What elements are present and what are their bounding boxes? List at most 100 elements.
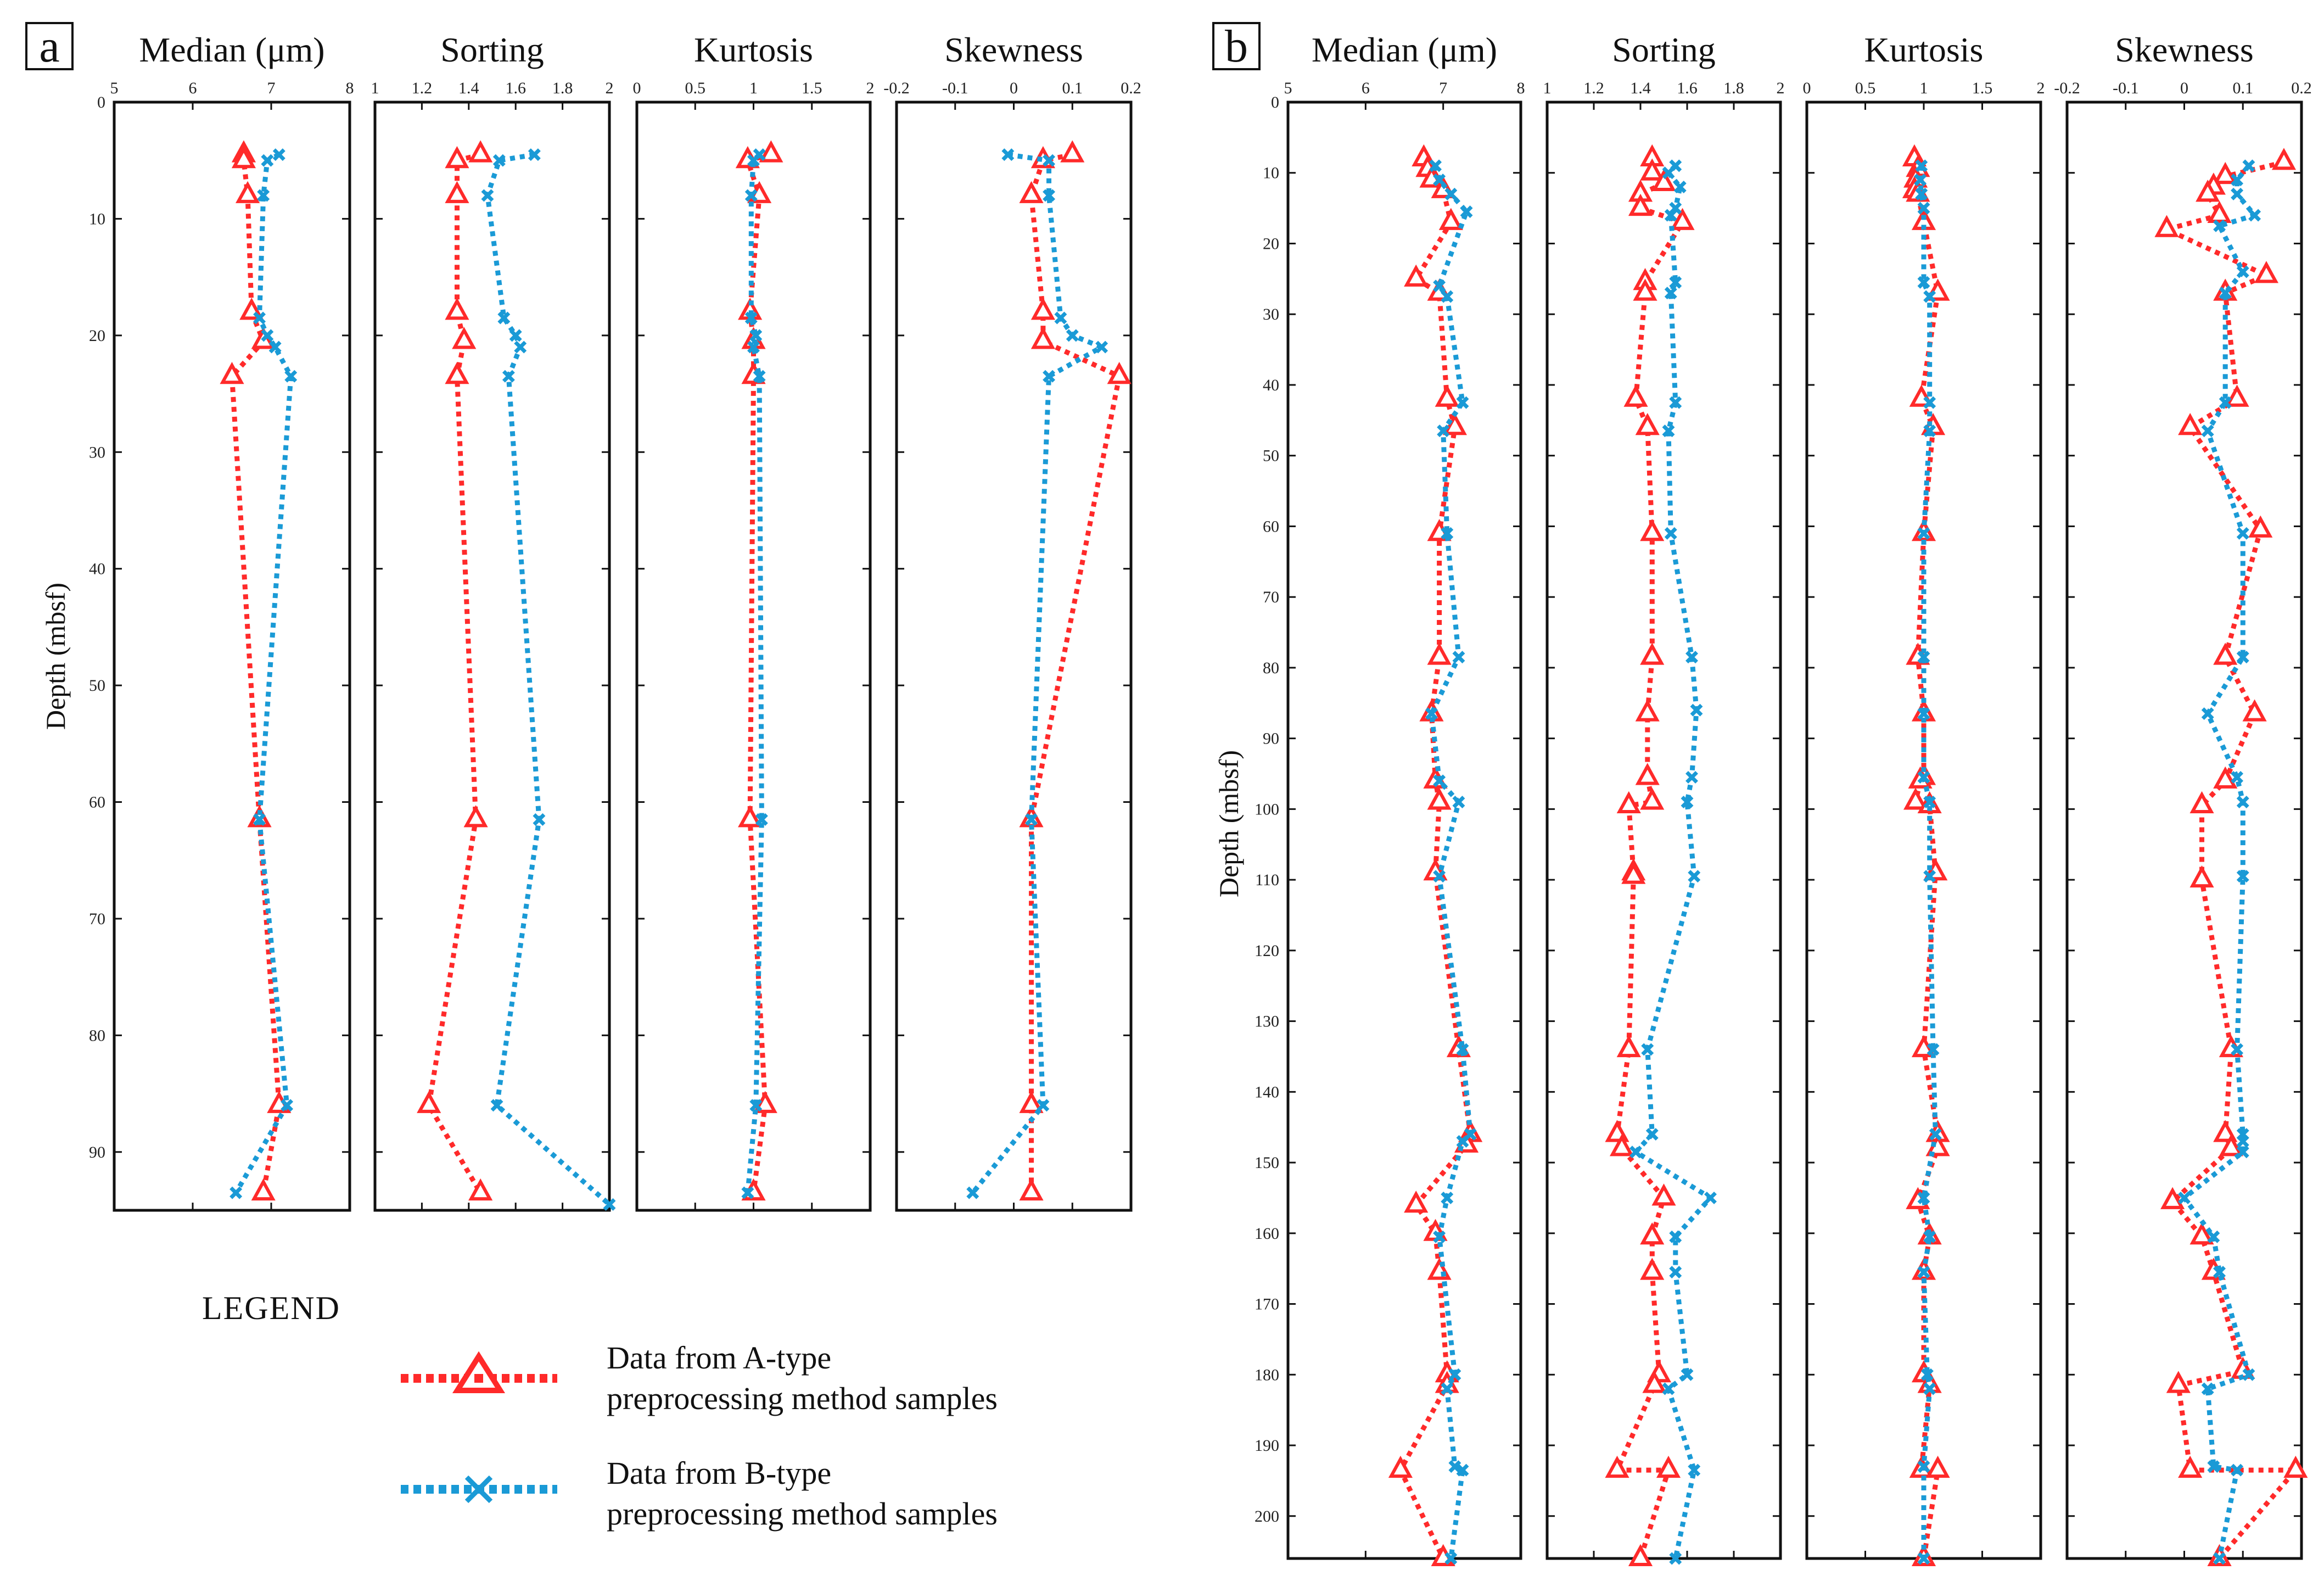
y-tick-label: 50 — [1263, 447, 1279, 465]
b-type-point — [1662, 1382, 1675, 1395]
b-type-point — [2201, 1382, 2214, 1395]
a-type-point — [1642, 1371, 1667, 1393]
series-b-line — [1633, 164, 1713, 1559]
b-type-point — [603, 1198, 616, 1211]
y-tick-label: 130 — [1255, 1013, 1279, 1031]
b-type-point — [1917, 1266, 1930, 1279]
b-type-point — [1923, 290, 1936, 303]
a-type-point — [1404, 1191, 1429, 1213]
y-tick-label: 190 — [1255, 1437, 1279, 1455]
b-type-point — [1915, 159, 1928, 172]
b-type-point — [502, 370, 515, 383]
series-b-type — [966, 148, 1108, 1199]
series-b-line — [485, 152, 611, 1206]
a-type-point — [1605, 1455, 1629, 1478]
legend: LEGEND Data from A-type preprocessing me… — [202, 1290, 998, 1532]
b-type-point — [753, 370, 766, 383]
b-type-point — [1043, 154, 1056, 167]
b-type-point — [509, 329, 522, 342]
series-a-line — [1615, 159, 1685, 1560]
x-tick-label: 1.2 — [1583, 79, 1604, 97]
a-type-point — [1019, 1091, 1044, 1113]
a-type-point — [2283, 1455, 2308, 1478]
b-type-point — [253, 311, 266, 325]
a-type-point — [1635, 699, 1660, 722]
b-type-point — [1437, 424, 1450, 438]
x-tick-label: 2 — [606, 79, 614, 97]
x-tick-label: 0.2 — [2291, 79, 2312, 97]
b-type-point — [1688, 870, 1701, 883]
b-type-point — [1664, 527, 1677, 540]
b-type-point — [261, 329, 274, 342]
b-type-point — [2201, 707, 2214, 720]
a-type-point — [1019, 1178, 1044, 1201]
a-type-point — [2213, 642, 2238, 665]
y-tick-label: 80 — [89, 1026, 105, 1044]
b-type-point — [1433, 1230, 1446, 1243]
a-type-point — [1640, 642, 1665, 665]
b-type-point — [1664, 209, 1677, 222]
a-type-point — [445, 361, 469, 384]
b-type-point — [281, 1099, 294, 1112]
b-type-point — [533, 813, 546, 826]
x-tick-label: 1.8 — [552, 79, 573, 97]
x-tick-label: 2 — [866, 79, 875, 97]
b-type-point — [1914, 174, 1927, 187]
x-tick-label: 1.6 — [505, 79, 526, 97]
a-type-point — [2196, 180, 2220, 202]
b-type-point — [1448, 1368, 1461, 1381]
b-type-point — [1452, 796, 1465, 808]
b-type-point — [2207, 1230, 2220, 1243]
a-type-point — [2213, 766, 2238, 789]
b-type-point — [1441, 1191, 1454, 1204]
b-type-point — [2207, 1460, 2220, 1473]
panel-a-label: a — [39, 21, 59, 72]
a-type-point — [1670, 208, 1695, 230]
b-type-point — [1645, 1128, 1659, 1141]
b-type-point — [497, 311, 511, 325]
x-tick-label: -0.1 — [942, 79, 968, 97]
y-tick-label: 170 — [1255, 1295, 1279, 1314]
a-type-point — [1019, 181, 1044, 203]
a-type-point — [2254, 261, 2279, 283]
x-tick-label: 6 — [1362, 79, 1370, 97]
b-type-point — [1685, 770, 1698, 784]
track-frame — [1286, 100, 1522, 1560]
a-type-point — [2178, 1455, 2203, 1478]
series-b-type — [229, 148, 298, 1199]
x-tick-label: 1.2 — [412, 79, 433, 97]
x-tick-label: 0 — [1803, 79, 1811, 97]
track-frame — [373, 100, 611, 1212]
b-type-point — [2231, 174, 2244, 187]
x-tick-label: 0 — [633, 79, 641, 97]
b-type-point — [1920, 1368, 1934, 1381]
b-type-point — [2231, 1463, 2244, 1477]
legend-a-text-line1: Data from A-type — [607, 1340, 831, 1376]
x-tick-label: 0.1 — [2233, 79, 2254, 97]
b-type-point — [1923, 1382, 1936, 1395]
panel-b-label-box — [1212, 22, 1261, 70]
x-tick-label: 1 — [371, 79, 379, 97]
b-type-point — [1662, 166, 1675, 180]
b-type-point — [1460, 205, 1473, 219]
series-b-line — [233, 152, 294, 1194]
y-tick-label: 60 — [89, 794, 105, 812]
x-tick-label: 8 — [346, 79, 354, 97]
y-tick-label: 10 — [89, 210, 105, 228]
b-type-point — [1923, 424, 1936, 438]
track-frame — [635, 100, 872, 1212]
b-type-point — [481, 189, 494, 202]
series-b-type — [1425, 159, 1477, 1565]
b-type-point — [2178, 1191, 2191, 1204]
b-type-point — [1690, 703, 1703, 717]
b-type-point — [1923, 796, 1936, 808]
a-type-point — [2189, 1222, 2214, 1245]
b-type-point — [1433, 174, 1446, 187]
b-type-point — [1915, 187, 1928, 200]
x-tick-label: 1 — [749, 79, 758, 97]
a-type-point — [2213, 161, 2238, 185]
x-tick-label: 1 — [1543, 79, 1552, 97]
b-type-point — [744, 189, 758, 202]
panel-b-label: b — [1225, 21, 1248, 72]
